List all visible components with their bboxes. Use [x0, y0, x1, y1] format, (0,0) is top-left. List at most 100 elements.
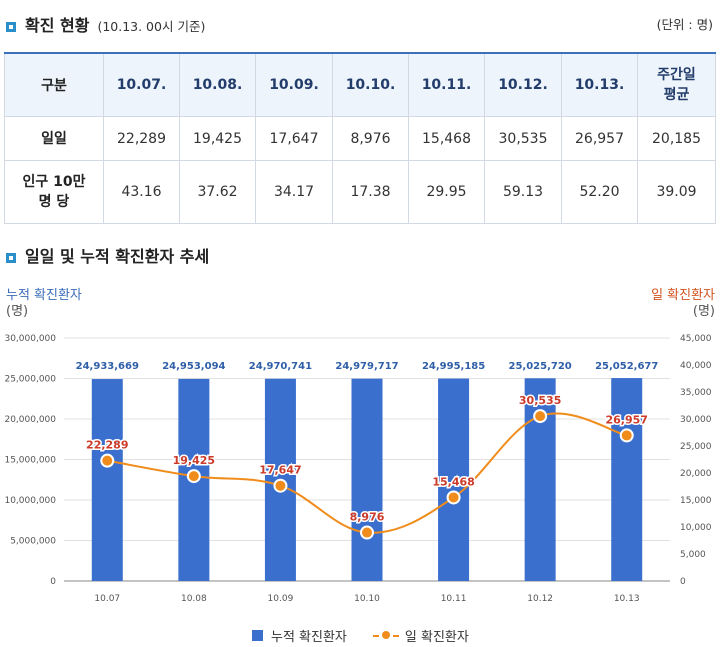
left-axis-title: 누적 확진환자 (명)	[6, 288, 82, 320]
section-subtitle: (10.13. 00시 기준)	[97, 19, 206, 34]
right-axis-title: 일 확진환자 (명)	[651, 288, 715, 320]
header-cell-date: 10.11.	[408, 52, 485, 117]
right-axis-title-text: 일 확진환자	[651, 288, 715, 303]
chart-legend: 누적 확진환자 일 확진환자	[252, 626, 469, 645]
right-tick-label: 0	[680, 577, 686, 587]
table-cell: 8,976	[332, 116, 409, 161]
point-daily	[273, 478, 288, 493]
left-tick-label: 5,000,000	[10, 537, 56, 547]
table-cell: 34.17	[255, 160, 333, 224]
point-value-label: 26,957	[605, 413, 647, 426]
row-label-per-100k: 인구 10만 명 당	[4, 160, 104, 224]
x-tick-label: 10.07	[94, 594, 120, 604]
legend-label-cumulative: 누적 확진환자	[271, 630, 347, 645]
left-tick-label: 25,000,000	[4, 375, 56, 385]
section-title: 일일 및 누적 확진환자 추세	[25, 247, 210, 266]
x-tick-label: 10.11	[441, 594, 467, 604]
table-cell: 59.13	[484, 160, 562, 224]
header-cell-weekly-average: 주간일 평균	[637, 52, 716, 117]
point-value-label: 15,468	[432, 475, 474, 488]
point-value-label: 22,289	[86, 439, 128, 452]
header-weekly-line1: 주간일	[657, 67, 696, 83]
right-tick-label: 15,000	[680, 496, 712, 506]
table-cell: 52.20	[561, 160, 638, 224]
bar-cumulative	[438, 378, 470, 581]
table-cell: 15,468	[408, 116, 485, 161]
right-tick-label: 5,000	[680, 550, 706, 560]
table-cell-average: 20,185	[637, 116, 716, 161]
x-tick-label: 10.09	[268, 594, 294, 604]
right-tick-label: 20,000	[680, 469, 712, 479]
header-weekly-line2: 평균	[663, 87, 690, 103]
right-tick-label: 25,000	[680, 442, 712, 452]
header-cell-date: 10.07.	[103, 52, 180, 117]
section-title: 확진 현황	[25, 16, 90, 35]
header-cell-category: 구분	[4, 52, 104, 117]
point-daily	[619, 428, 634, 443]
stats-table: 구분 10.07. 10.08. 10.09. 10.10. 10.11. 10…	[4, 52, 716, 224]
bar-value-label: 24,979,717	[335, 361, 398, 372]
point-value-label: 30,535	[519, 394, 561, 407]
table-row-per-100k: 인구 10만 명 당 43.16 37.62 34.17 17.38 29.95…	[4, 160, 716, 224]
header-cell-date: 10.09.	[255, 52, 333, 117]
point-daily	[446, 490, 461, 505]
left-tick-label: 30,000,000	[4, 334, 56, 344]
right-tick-label: 35,000	[680, 388, 712, 398]
x-tick-label: 10.13	[614, 594, 640, 604]
left-tick-label: 20,000,000	[4, 415, 56, 425]
table-header-row: 구분 10.07. 10.08. 10.09. 10.10. 10.11. 10…	[4, 52, 716, 117]
header-cell-date: 10.13.	[561, 52, 638, 117]
legend-line-swatch	[372, 630, 399, 641]
unit-label: (단위 : 명)	[656, 17, 713, 32]
section-header-trend: 일일 및 누적 확진환자 추세	[6, 243, 209, 267]
table-cell: 43.16	[103, 160, 180, 224]
left-axis-title-text: 누적 확진환자	[6, 288, 82, 303]
table-cell: 17.38	[332, 160, 409, 224]
row-label-line1: 인구 10만	[22, 174, 86, 190]
bar-cumulative	[611, 378, 643, 581]
right-tick-label: 40,000	[680, 361, 712, 371]
section-square-icon	[6, 253, 16, 263]
row-label-line2: 명 당	[38, 194, 70, 210]
point-daily	[186, 469, 201, 484]
bar-value-label: 24,953,094	[162, 361, 225, 372]
right-tick-label: 10,000	[680, 523, 712, 533]
table-cell: 30,535	[484, 116, 562, 161]
x-tick-label: 10.12	[527, 594, 553, 604]
header-cell-date: 10.12.	[484, 52, 562, 117]
point-value-label: 8,976	[350, 511, 385, 524]
x-tick-label: 10.10	[354, 594, 380, 604]
table-cell-average: 39.09	[637, 160, 716, 224]
bar-cumulative	[351, 378, 383, 581]
left-tick-label: 10,000,000	[4, 496, 56, 506]
table-cell: 29.95	[408, 160, 485, 224]
bar-value-label: 24,995,185	[422, 361, 485, 372]
right-axis-unit: (명)	[692, 304, 715, 319]
point-value-label: 19,425	[173, 454, 215, 467]
point-daily	[533, 409, 548, 424]
bar-cumulative	[91, 379, 123, 581]
legend-label-daily: 일 확진환자	[404, 630, 469, 645]
bar-value-label: 24,970,741	[249, 361, 312, 372]
point-value-label: 17,647	[259, 464, 301, 477]
left-tick-label: 15,000,000	[4, 456, 56, 466]
left-tick-label: 0	[50, 577, 56, 587]
right-tick-label: 30,000	[680, 415, 712, 425]
right-tick-label: 45,000	[680, 334, 712, 344]
trend-chart: 0 5,000,000 10,000,000 15,000,000 20,000,000…	[4, 334, 712, 604]
bar-value-label: 25,052,677	[595, 361, 658, 372]
row-label-daily: 일일	[4, 116, 104, 161]
bar-cumulative	[524, 378, 556, 581]
table-cell: 22,289	[103, 116, 180, 161]
table-cell: 19,425	[179, 116, 256, 161]
table-cell: 26,957	[561, 116, 638, 161]
point-daily	[360, 525, 374, 540]
bar-value-label: 24,933,669	[76, 361, 139, 372]
legend-bar-swatch	[252, 630, 263, 641]
table-row-daily: 일일 22,289 19,425 17,647 8,976 15,468 30,…	[4, 116, 716, 161]
section-header-status: 확진 현황 (10.13. 00시 기준)	[6, 12, 205, 36]
x-tick-label: 10.08	[181, 594, 207, 604]
bar-value-label: 25,025,720	[509, 361, 572, 372]
header-cell-date: 10.10.	[332, 52, 409, 117]
header-cell-date: 10.08.	[179, 52, 256, 117]
